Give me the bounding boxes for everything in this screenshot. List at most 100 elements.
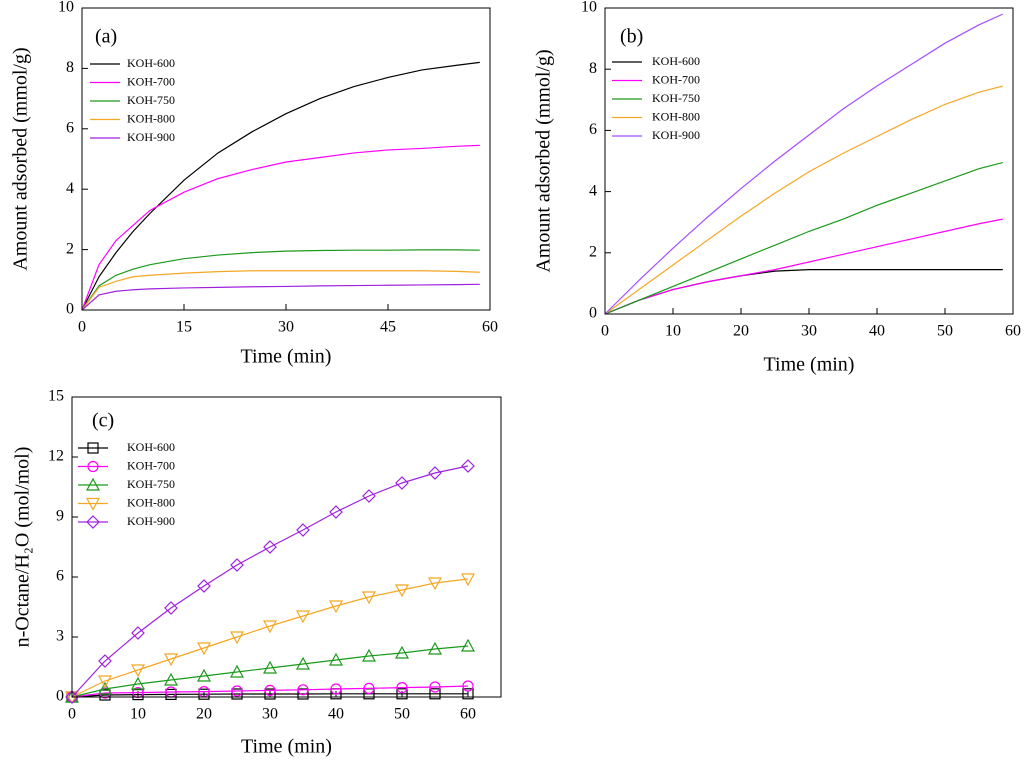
x-tick-label: 50 bbox=[394, 706, 410, 723]
series-line bbox=[81, 270, 480, 311]
marker bbox=[231, 688, 243, 700]
plot-frame bbox=[81, 7, 491, 311]
series-line bbox=[71, 693, 468, 698]
x-tick-label: 50 bbox=[937, 323, 953, 340]
marker bbox=[85, 477, 101, 491]
marker bbox=[229, 631, 245, 645]
marker bbox=[461, 459, 475, 473]
legend-label: KOH-800 bbox=[652, 109, 700, 123]
marker bbox=[295, 610, 311, 624]
marker bbox=[460, 638, 476, 652]
marker bbox=[264, 688, 276, 700]
y-tick-label: 9 bbox=[56, 508, 64, 525]
x-axis-label: Time (min) bbox=[241, 346, 332, 368]
marker bbox=[328, 652, 344, 666]
panel-label: (b) bbox=[620, 26, 643, 48]
panel-label: (c) bbox=[92, 410, 114, 432]
x-tick-label: 0 bbox=[601, 323, 609, 340]
marker bbox=[196, 668, 212, 682]
x-tick-label: 60 bbox=[1005, 323, 1021, 340]
x-tick-label: 40 bbox=[869, 323, 885, 340]
x-tick-label: 15 bbox=[176, 319, 192, 336]
x-axis-label: Time (min) bbox=[764, 354, 855, 376]
marker bbox=[198, 688, 210, 700]
marker bbox=[229, 664, 245, 678]
marker bbox=[395, 476, 409, 490]
panel-label: (a) bbox=[95, 26, 117, 48]
x-tick-label: 10 bbox=[665, 323, 681, 340]
legend-label: KOH-700 bbox=[652, 72, 700, 86]
marker bbox=[130, 676, 146, 690]
series-line bbox=[604, 13, 1004, 315]
marker bbox=[86, 515, 100, 529]
y-tick-label: 6 bbox=[66, 119, 74, 136]
y-tick-label: 10 bbox=[581, 0, 597, 16]
marker bbox=[262, 660, 278, 674]
marker bbox=[297, 684, 309, 696]
marker bbox=[230, 558, 244, 572]
y-tick-label: 4 bbox=[66, 180, 74, 197]
marker bbox=[85, 497, 101, 511]
marker bbox=[396, 681, 408, 694]
x-tick-label: 45 bbox=[380, 319, 396, 336]
series-line bbox=[71, 645, 469, 698]
marker bbox=[362, 489, 376, 503]
marker bbox=[97, 681, 113, 695]
y-tick-label: 6 bbox=[56, 568, 64, 585]
y-tick-label: 12 bbox=[48, 448, 64, 465]
x-tick-label: 20 bbox=[196, 706, 212, 723]
marker bbox=[97, 675, 113, 689]
marker bbox=[164, 601, 178, 615]
plot-frame bbox=[604, 7, 1014, 315]
y-tick-label: 0 bbox=[589, 305, 597, 322]
marker bbox=[231, 685, 243, 697]
marker bbox=[297, 688, 309, 700]
marker bbox=[394, 584, 410, 598]
x-tick-label: 60 bbox=[460, 706, 476, 723]
series-line bbox=[81, 249, 480, 311]
marker bbox=[428, 466, 442, 480]
marker bbox=[361, 648, 377, 662]
series-line bbox=[604, 218, 1003, 315]
marker bbox=[264, 684, 276, 697]
x-tick-label: 40 bbox=[328, 706, 344, 723]
marker bbox=[330, 683, 342, 695]
series-line bbox=[71, 578, 469, 698]
legend-label: KOH-700 bbox=[127, 74, 175, 88]
marker bbox=[132, 686, 144, 699]
legend-label: KOH-900 bbox=[127, 130, 175, 144]
x-tick-label: 60 bbox=[482, 319, 498, 336]
y-tick-label: 3 bbox=[56, 628, 64, 645]
marker bbox=[429, 681, 441, 693]
x-tick-label: 30 bbox=[278, 319, 294, 336]
legend-label: KOH-700 bbox=[127, 458, 175, 472]
marker bbox=[262, 620, 278, 634]
y-tick-label: 15 bbox=[48, 388, 64, 405]
series-line bbox=[81, 61, 480, 311]
marker bbox=[427, 641, 443, 655]
marker bbox=[429, 688, 441, 700]
y-axis-label: Amount adsorbed (mmol/g) bbox=[10, 47, 32, 270]
legend-label: KOH-600 bbox=[127, 56, 175, 70]
legend-label: KOH-900 bbox=[127, 514, 175, 528]
x-tick-label: 10 bbox=[130, 706, 146, 723]
legend-label: KOH-600 bbox=[127, 440, 175, 454]
plot-frame bbox=[71, 396, 502, 698]
y-tick-label: 0 bbox=[66, 301, 74, 318]
legend-label: KOH-900 bbox=[652, 128, 700, 142]
x-tick-label: 0 bbox=[78, 319, 86, 336]
y-axis-label: n-Octane/H₂O (mol/mol) bbox=[12, 447, 34, 648]
x-tick-label: 0 bbox=[68, 706, 76, 723]
marker bbox=[263, 540, 277, 554]
x-axis-label: Time (min) bbox=[241, 736, 332, 758]
legend-label: KOH-750 bbox=[652, 91, 700, 105]
marker bbox=[363, 682, 375, 695]
marker bbox=[361, 591, 377, 605]
marker bbox=[196, 642, 212, 656]
marker bbox=[462, 688, 474, 700]
marker bbox=[295, 656, 311, 670]
marker bbox=[460, 573, 476, 587]
marker bbox=[329, 505, 343, 519]
marker bbox=[65, 690, 79, 704]
x-tick-label: 30 bbox=[801, 323, 817, 340]
